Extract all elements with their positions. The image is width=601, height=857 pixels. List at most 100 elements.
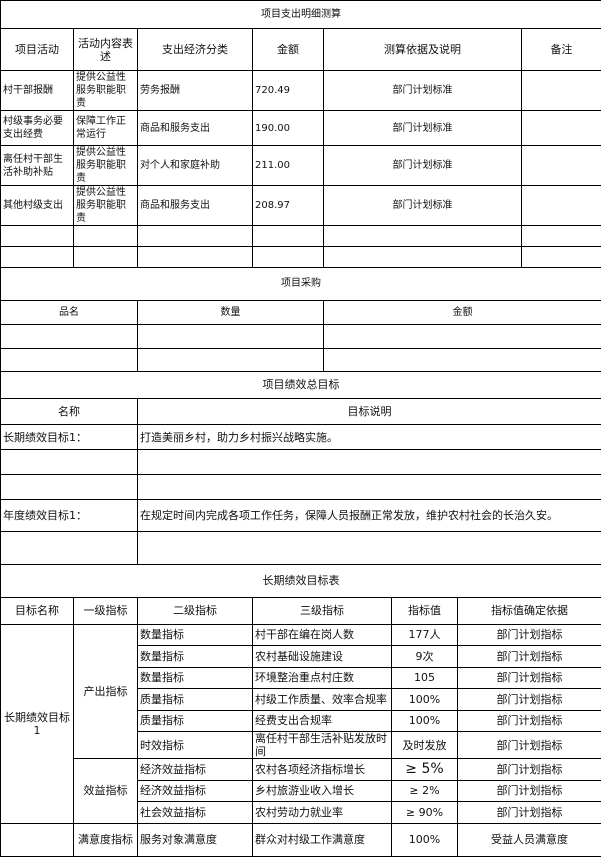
long-goal-name: 长期绩效目标1： [1, 425, 138, 450]
header-cell: 目标名称 [1, 597, 74, 624]
expense-cell: 村干部报酬 [1, 71, 74, 111]
expense-cell [522, 111, 601, 146]
expense-cell [522, 186, 601, 226]
indicator-basis: 部门计划指标 [458, 780, 601, 802]
expense-table: 项目支出明细测算 项目活动 活动内容表述 支出经济分类 金额 测算依据及说明 备… [0, 0, 601, 268]
header-cell: 活动内容表述 [74, 29, 138, 71]
header-cell: 项目活动 [1, 29, 74, 71]
level3-indicator: 环境整治重点村庄数 [253, 667, 392, 689]
level2-indicator: 经济效益指标 [138, 759, 253, 781]
level3-indicator: 村级工作质量、效率合规率 [253, 689, 392, 711]
expense-cell: 商品和服务支出 [138, 186, 253, 226]
header-cell: 金额 [253, 29, 324, 71]
annual-goal-desc: 在规定时间内完成各项工作任务，保障人员报酬正常发放，维护农村社会的长治久安。 [138, 500, 601, 532]
level3-indicator: 农村基础设施建设 [253, 646, 392, 668]
expense-cell: 提供公益性服务职能职责 [74, 186, 138, 226]
expense-cell: 离任村干部生活补助补贴 [1, 146, 74, 186]
level3-indicator: 乡村旅游业收入增长 [253, 780, 392, 802]
indicator-value: 177人 [392, 624, 458, 646]
indicator-value: 105 [392, 667, 458, 689]
overall-title: 项目绩效总目标 [1, 372, 601, 399]
expense-cell [522, 71, 601, 111]
header-cell: 备注 [522, 29, 601, 71]
level3-indicator: 村干部在编在岗人数 [253, 624, 392, 646]
level2-indicator: 时效指标 [138, 732, 253, 759]
level1-indicator: 产出指标 [74, 624, 138, 759]
indicator-value: 100% [392, 689, 458, 711]
level3-indicator: 群众对村级工作满意度 [253, 823, 392, 856]
level2-indicator: 数量指标 [138, 624, 253, 646]
indicator-basis: 部门计划指标 [458, 667, 601, 689]
header-cell: 测算依据及说明 [324, 29, 522, 71]
indicator-basis: 部门计划指标 [458, 646, 601, 668]
header-cell: 支出经济分类 [138, 29, 253, 71]
level2-indicator: 数量指标 [138, 646, 253, 668]
header-cell: 三级指标 [253, 597, 392, 624]
level1-indicator: 满意度指标 [74, 823, 138, 856]
expense-cell: 720.49 [253, 71, 324, 111]
expense-cell: 部门计划标准 [324, 111, 522, 146]
header-cell: 目标说明 [138, 399, 601, 425]
header-cell: 指标值确定依据 [458, 597, 601, 624]
level2-indicator: 质量指标 [138, 710, 253, 732]
indicator-basis: 受益人员满意度 [458, 823, 601, 856]
expense-cell: 提供公益性服务职能职责 [74, 146, 138, 186]
expense-cell: 提供公益性服务职能职责 [74, 71, 138, 111]
header-cell: 名称 [1, 399, 138, 425]
indicator-value: 100% [392, 710, 458, 732]
expense-cell: 208.97 [253, 186, 324, 226]
empty-cell [1, 823, 74, 856]
level1-indicator: 效益指标 [74, 759, 138, 824]
longterm-goal-table: 长期绩效目标表 目标名称 一级指标 二级指标 三级指标 指标值 指标值确定依据 … [0, 565, 601, 857]
indicator-value: ≥ 90% [392, 802, 458, 824]
longterm-title: 长期绩效目标表 [1, 565, 601, 597]
expense-cell: 部门计划标准 [324, 71, 522, 111]
expense-cell: 对个人和家庭补助 [138, 146, 253, 186]
expense-cell: 190.00 [253, 111, 324, 146]
expense-cell: 其他村级支出 [1, 186, 74, 226]
level2-indicator: 数量指标 [138, 667, 253, 689]
procurement-table: 项目采购 品名 数量 金额 [0, 268, 601, 372]
long-goal-desc: 打造美丽乡村，助力乡村振兴战略实施。 [138, 425, 601, 450]
level2-indicator: 经济效益指标 [138, 780, 253, 802]
indicator-value: ≥ 2% [392, 780, 458, 802]
indicator-row: 效益指标经济效益指标农村各项经济指标增长≥ 5%部门计划指标 [1, 759, 601, 781]
expense-title: 项目支出明细测算 [1, 1, 601, 29]
indicator-value: 100% [392, 823, 458, 856]
expense-cell: 劳务报酬 [138, 71, 253, 111]
overall-goal-table: 项目绩效总目标 名称 目标说明 长期绩效目标1： 打造美丽乡村，助力乡村振兴战略… [0, 372, 601, 566]
level3-indicator: 农村劳动力就业率 [253, 802, 392, 824]
level3-indicator: 离任村干部生活补贴发放时间 [253, 732, 392, 759]
header-cell: 品名 [1, 300, 138, 324]
indicator-value: ≥ 5% [392, 759, 458, 781]
goal-name: 长期绩效目标1 [1, 624, 74, 823]
expense-cell: 部门计划标准 [324, 146, 522, 186]
header-cell: 二级指标 [138, 597, 253, 624]
level2-indicator: 服务对象满意度 [138, 823, 253, 856]
expense-cell: 部门计划标准 [324, 186, 522, 226]
header-cell: 一级指标 [74, 597, 138, 624]
header-cell: 金额 [324, 300, 601, 324]
annual-goal-name: 年度绩效目标1： [1, 500, 138, 532]
indicator-basis: 部门计划指标 [458, 689, 601, 711]
indicator-value: 9次 [392, 646, 458, 668]
expense-cell: 211.00 [253, 146, 324, 186]
indicator-value: 及时发放 [392, 732, 458, 759]
header-cell: 指标值 [392, 597, 458, 624]
level2-indicator: 质量指标 [138, 689, 253, 711]
expense-cell: 村级事务必要支出经费 [1, 111, 74, 146]
level2-indicator: 社会效益指标 [138, 802, 253, 824]
indicator-basis: 部门计划指标 [458, 759, 601, 781]
indicator-basis: 部门计划指标 [458, 732, 601, 759]
expense-cell: 商品和服务支出 [138, 111, 253, 146]
header-cell: 数量 [138, 300, 324, 324]
indicator-basis: 部门计划指标 [458, 710, 601, 732]
expense-cell [522, 146, 601, 186]
expense-header: 项目活动 活动内容表述 支出经济分类 金额 测算依据及说明 备注 [1, 29, 601, 71]
expense-cell: 保障工作正常运行 [74, 111, 138, 146]
